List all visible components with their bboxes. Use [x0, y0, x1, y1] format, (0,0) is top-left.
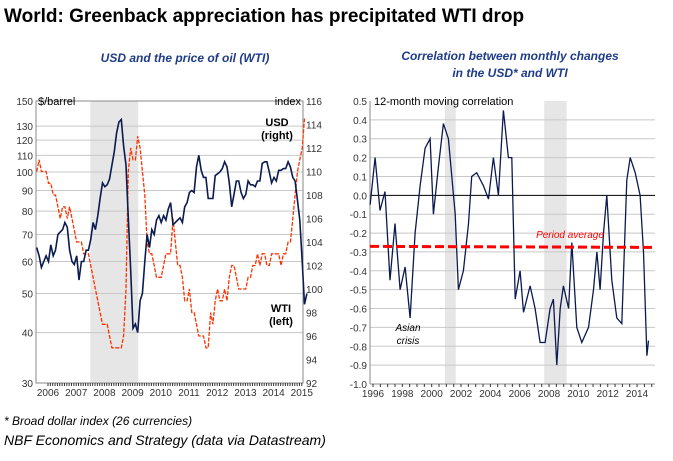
x-tick-label: 2002	[450, 389, 473, 400]
y-tick-label: -0.7	[350, 323, 368, 334]
recession-shade	[444, 101, 456, 384]
y-tick-label: -0.1	[350, 210, 368, 221]
x-tick-label: 2009	[121, 388, 144, 399]
left-y-tick-label: 60	[22, 258, 34, 269]
x-tick-label: 2008	[538, 389, 561, 400]
y-tick-label: 0.0	[353, 191, 367, 202]
x-tick-label: 2012	[597, 389, 620, 400]
wti-series-line	[35, 117, 308, 333]
y-tick-label: -0.5	[350, 286, 368, 297]
wti-annotation-sub: (left)	[269, 316, 293, 328]
x-tick-label: 2014	[262, 388, 285, 399]
x-tick-label: 2015	[291, 388, 314, 399]
plot-frame	[35, 100, 304, 384]
x-tick-label: 2010	[567, 389, 590, 400]
y-tick-label: 0.5	[353, 97, 367, 108]
x-tick-label: 2008	[93, 388, 116, 399]
x-tick-label: 2012	[206, 388, 229, 399]
recession-shade	[90, 101, 139, 383]
series-label: 12-month moving correlation	[374, 96, 513, 108]
right-y-tick-label: 110	[306, 168, 322, 179]
page-title: World: Greenback appreciation has precip…	[4, 6, 525, 27]
x-tick-label: 2011	[178, 388, 200, 399]
x-tick-label: 1996	[362, 389, 385, 400]
right-y-tick-label: 102	[306, 262, 323, 273]
x-tick-label: 2004	[479, 389, 502, 400]
right-chart-title: Correlation between monthly changes in t…	[380, 48, 640, 82]
right-y-tick-label: 114	[306, 121, 322, 132]
asian-crisis-annotation-sub: crisis	[397, 336, 420, 347]
right-y-tick-label: 92	[306, 379, 318, 390]
right-chart-title-line2: in the USD* and WTI	[452, 66, 568, 80]
x-tick-label: 1998	[391, 389, 414, 400]
x-tick-label: 2007	[65, 388, 88, 399]
y-tick-label: 0.3	[353, 135, 367, 146]
right-y-tick-label: 108	[306, 191, 323, 202]
left-y-tick-label: 80	[22, 207, 34, 218]
wti-annotation: WTI	[271, 303, 291, 315]
y-tick-label: -0.3	[350, 248, 368, 259]
right-y-tick-label: 100	[306, 285, 323, 296]
right-y-tick-label: 104	[306, 238, 323, 249]
right-axis-label: index	[275, 96, 302, 108]
y-tick-label: 0.1	[353, 172, 367, 183]
y-tick-label: -0.2	[350, 229, 368, 240]
x-tick-label: 2006	[37, 388, 60, 399]
y-tick-label: -0.8	[350, 342, 368, 353]
correlation-series-line	[369, 110, 650, 366]
footnote: * Broad dollar index (26 currencies)	[4, 414, 193, 428]
left-y-tick-label: 100	[16, 168, 33, 179]
x-tick-label: 2006	[509, 389, 532, 400]
left-y-tick-label: 120	[16, 136, 33, 147]
y-tick-label: -0.9	[350, 361, 368, 372]
asian-crisis-annotation: Asian	[394, 323, 420, 334]
left-y-tick-label: 50	[22, 289, 34, 300]
left-axis-label: $/barrel	[38, 96, 75, 108]
left-y-tick-label: 110	[17, 151, 33, 162]
left-y-tick-label: 90	[22, 187, 34, 198]
usd-series-line	[36, 118, 306, 349]
left-y-tick-label: 70	[22, 231, 34, 242]
left-y-tick-label: 30	[22, 379, 34, 390]
period-average-line	[369, 244, 656, 249]
usd-annotation: USD	[265, 117, 288, 129]
right-y-tick-label: 98	[306, 309, 318, 320]
y-tick-label: 0.4	[353, 116, 367, 127]
y-tick-label: -0.6	[350, 305, 368, 316]
left-y-tick-label: 130	[16, 122, 33, 133]
left-y-tick-label: 40	[22, 329, 34, 340]
right-y-tick-label: 106	[306, 215, 323, 226]
y-tick-label: -1.0	[350, 380, 368, 391]
y-tick-label: 0.2	[353, 154, 367, 165]
y-tick-label: -0.4	[350, 267, 368, 278]
right-chart-title-line1: Correlation between monthly changes	[401, 49, 619, 63]
usd-annotation-sub: (right)	[261, 130, 293, 142]
left-chart-title: USD and the price of oil (WTI)	[100, 51, 270, 65]
x-tick-label: 2014	[626, 389, 649, 400]
right-y-tick-label: 94	[306, 356, 318, 367]
x-tick-label: 2013	[234, 388, 257, 399]
period-average-label: Period average	[536, 230, 604, 241]
source-note: NBF Economics and Strategy (data via Dat…	[4, 432, 326, 448]
left-y-tick-label: 150	[16, 97, 33, 108]
x-tick-label: 2000	[421, 389, 444, 400]
right-y-tick-label: 112	[306, 144, 322, 155]
right-y-tick-label: 96	[306, 332, 318, 343]
x-tick-label: 2010	[150, 388, 173, 399]
right-y-tick-label: 116	[306, 97, 322, 108]
